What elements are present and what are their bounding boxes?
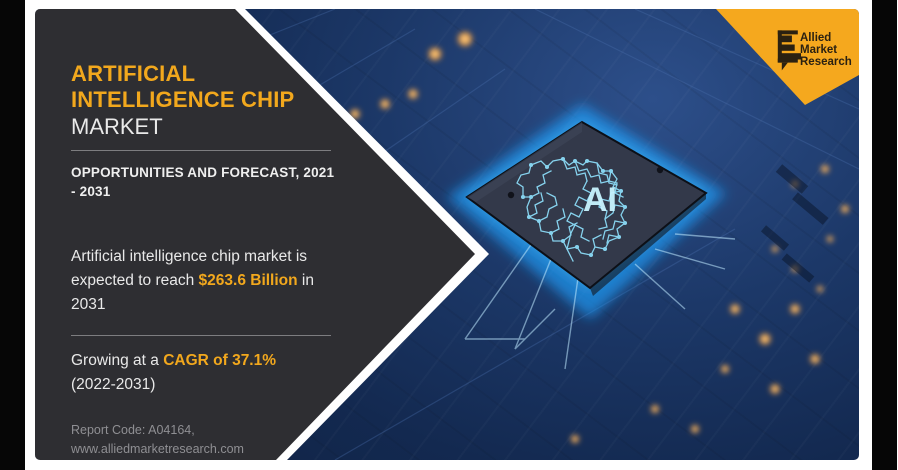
svg-text:Research: Research — [800, 56, 852, 68]
svg-text:Allied: Allied — [800, 32, 831, 44]
svg-text:Market: Market — [800, 44, 837, 56]
